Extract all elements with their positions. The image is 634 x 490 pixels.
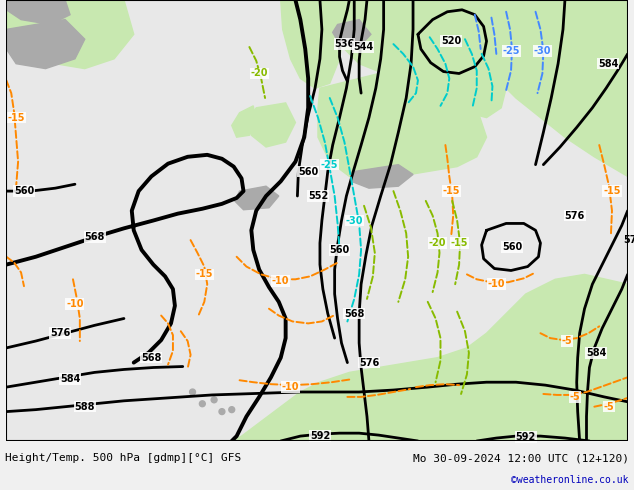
Text: 592: 592 <box>515 432 536 442</box>
Text: 576: 576 <box>50 328 70 338</box>
Text: -5: -5 <box>569 392 580 402</box>
Text: ©weatheronline.co.uk: ©weatheronline.co.uk <box>512 475 629 485</box>
Text: -10: -10 <box>488 279 505 289</box>
Text: 560: 560 <box>330 245 350 255</box>
Text: -15: -15 <box>603 186 621 196</box>
Text: 576: 576 <box>359 358 379 368</box>
Text: 552: 552 <box>308 191 328 201</box>
Text: 560: 560 <box>14 186 34 196</box>
Polygon shape <box>232 106 256 137</box>
Text: 57: 57 <box>624 235 634 245</box>
Polygon shape <box>6 0 134 69</box>
Text: 584: 584 <box>598 59 618 69</box>
Text: -15: -15 <box>195 270 213 279</box>
Polygon shape <box>249 103 295 147</box>
Text: -10: -10 <box>66 299 84 309</box>
Text: 560: 560 <box>298 167 318 176</box>
Circle shape <box>219 409 225 415</box>
Text: 560: 560 <box>502 242 522 252</box>
Polygon shape <box>398 0 628 176</box>
Text: 588: 588 <box>74 402 95 412</box>
Text: 568: 568 <box>141 353 162 363</box>
Text: 576: 576 <box>565 211 585 220</box>
Text: Height/Temp. 500 hPa [gdmp][°C] GFS: Height/Temp. 500 hPa [gdmp][°C] GFS <box>5 453 242 463</box>
Polygon shape <box>340 0 506 118</box>
Text: 536: 536 <box>334 39 354 49</box>
Polygon shape <box>6 20 85 69</box>
Text: 544: 544 <box>353 42 373 52</box>
Polygon shape <box>333 20 371 47</box>
Text: 584: 584 <box>60 374 81 384</box>
Text: 568: 568 <box>344 309 365 318</box>
Text: 568: 568 <box>84 232 105 242</box>
Circle shape <box>200 401 205 407</box>
Text: -20: -20 <box>250 69 268 78</box>
Text: 584: 584 <box>586 348 607 358</box>
Text: Mo 30-09-2024 12:00 UTC (12+120): Mo 30-09-2024 12:00 UTC (12+120) <box>413 453 629 463</box>
Text: -25: -25 <box>321 160 339 170</box>
Text: 520: 520 <box>441 36 462 46</box>
Text: -30: -30 <box>346 216 363 225</box>
Text: -10: -10 <box>281 382 299 392</box>
Text: -15: -15 <box>8 113 25 122</box>
Polygon shape <box>351 165 413 188</box>
Polygon shape <box>6 0 70 24</box>
Text: -25: -25 <box>502 46 520 56</box>
Text: 592: 592 <box>310 431 330 441</box>
Polygon shape <box>235 186 279 210</box>
Text: -15: -15 <box>443 186 460 196</box>
Polygon shape <box>281 0 344 88</box>
Text: -15: -15 <box>450 238 468 248</box>
Polygon shape <box>232 274 628 441</box>
Text: -10: -10 <box>272 276 290 286</box>
Circle shape <box>211 397 217 403</box>
Circle shape <box>190 389 195 395</box>
Text: -5: -5 <box>562 336 573 346</box>
Text: -30: -30 <box>534 46 551 56</box>
Polygon shape <box>318 69 486 181</box>
Text: -5: -5 <box>604 402 614 412</box>
Circle shape <box>229 407 235 413</box>
Text: -20: -20 <box>429 238 446 248</box>
